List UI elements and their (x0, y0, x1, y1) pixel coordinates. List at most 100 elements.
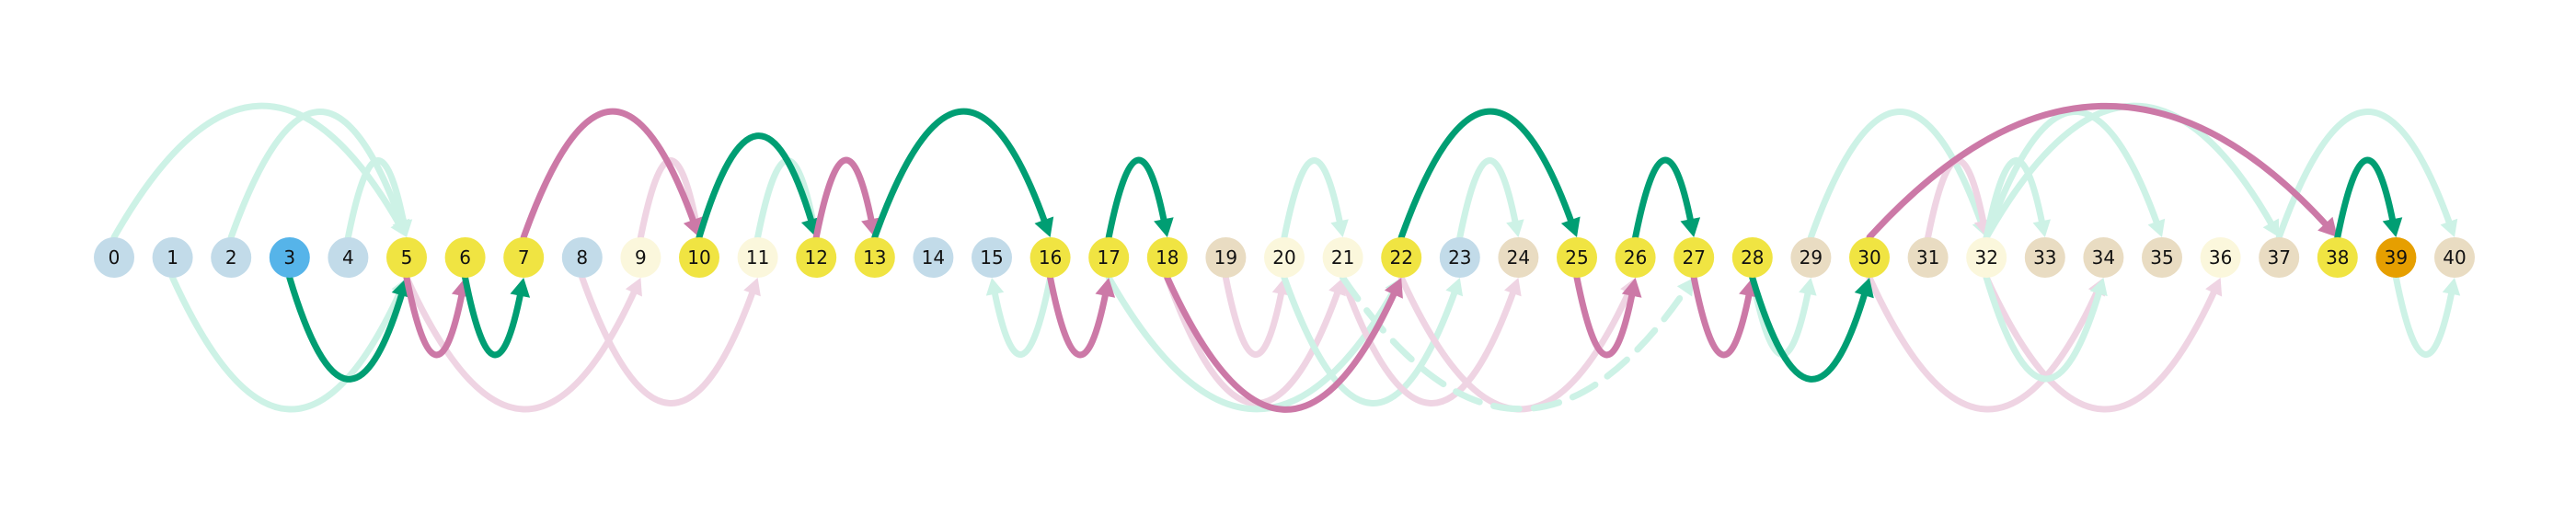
node-circle (1907, 237, 1949, 278)
node-8: 8 (561, 237, 603, 278)
edge-7-to-10 (520, 108, 703, 241)
node-19: 19 (1205, 237, 1247, 278)
node-32: 32 (1966, 237, 2007, 278)
node-circle (2024, 237, 2065, 278)
node-circle (1322, 237, 1363, 278)
node-label: 7 (518, 246, 530, 269)
node-circle (2200, 237, 2241, 278)
arrowhead (1330, 219, 1349, 237)
node-circle (2259, 237, 2300, 278)
edge-20-to-21 (1281, 157, 1349, 241)
arrowhead (2262, 218, 2280, 237)
node-circle (561, 237, 603, 278)
edge-arc (2275, 109, 2454, 241)
node-label: 32 (1974, 246, 1997, 269)
node-31: 31 (1907, 237, 1949, 278)
node-circle (386, 237, 427, 278)
node-26: 26 (1615, 237, 1656, 278)
node-24: 24 (1498, 237, 1539, 278)
node-0: 0 (94, 237, 134, 278)
node-14: 14 (913, 237, 954, 278)
node-circle (1439, 237, 1480, 278)
node-label: 28 (1741, 246, 1764, 269)
arrowhead (1676, 278, 1695, 297)
node-circle (1498, 237, 1539, 278)
node-label: 0 (109, 246, 121, 269)
edge-arc (1983, 157, 2046, 241)
node-label: 23 (1448, 246, 1471, 269)
edge-arc (1397, 108, 1576, 241)
edge-27-to-28 (1690, 274, 1759, 359)
edge-arc (520, 108, 698, 241)
node-circle (269, 237, 310, 278)
edge-8-to-11 (579, 274, 761, 406)
edge-arc (1105, 156, 1168, 241)
node-circle (2434, 237, 2475, 278)
edge-arc (1105, 274, 1398, 413)
node-label: 22 (1389, 246, 1412, 269)
edge-21-to-27 (1340, 274, 1695, 413)
edge-arc (991, 274, 1054, 358)
edge-arc (1047, 274, 1110, 359)
node-circle (503, 237, 545, 278)
node-17: 17 (1088, 237, 1130, 278)
node-1: 1 (152, 237, 193, 278)
arrowhead (1154, 217, 1174, 237)
arrowhead (2382, 217, 2403, 237)
arrowhead (2089, 278, 2108, 297)
node-circle (972, 237, 1012, 278)
node-circle (1264, 237, 1305, 278)
arrowhead (1560, 216, 1581, 237)
node-circle (737, 237, 778, 278)
node-label: 15 (980, 246, 1003, 269)
node-label: 19 (1214, 246, 1237, 269)
edge-20-to-23 (1281, 274, 1464, 406)
node-circle (2142, 237, 2182, 278)
node-circle (1790, 237, 1832, 278)
edge-6-to-7 (462, 274, 531, 359)
node-label: 25 (1565, 246, 1588, 269)
node-16: 16 (1029, 237, 1071, 278)
node-34: 34 (2083, 237, 2124, 278)
node-20: 20 (1264, 237, 1305, 278)
node-label: 38 (2326, 246, 2349, 269)
edge-32-to-36 (1983, 274, 2223, 413)
edge-arc (110, 102, 404, 241)
arrowhead (625, 278, 642, 297)
node-label: 11 (746, 246, 769, 269)
edge-17-to-18 (1105, 156, 1174, 241)
node-label: 3 (283, 246, 295, 269)
node-label: 33 (2033, 246, 2056, 269)
edge-39-to-40 (2392, 274, 2461, 358)
edge-4-to-5 (344, 157, 413, 241)
arrowhead (2442, 278, 2461, 296)
edge-arc (1632, 156, 1695, 241)
arrowhead (1680, 217, 1701, 237)
arrowhead (1506, 219, 1524, 237)
edge-32-to-33 (1983, 157, 2051, 241)
arrowhead (1445, 278, 1464, 297)
node-circle (1088, 237, 1130, 278)
edge-arc (1983, 274, 2219, 413)
node-label: 4 (342, 246, 354, 269)
node-6: 6 (444, 237, 486, 278)
node-27: 27 (1673, 237, 1715, 278)
edge-arc (1866, 102, 2331, 241)
edge-30-to-34 (1866, 274, 2105, 413)
node-label: 29 (1800, 246, 1823, 269)
node-label: 35 (2150, 246, 2173, 269)
node-label: 12 (804, 246, 827, 269)
node-37: 37 (2259, 237, 2300, 278)
node-40: 40 (2434, 237, 2475, 278)
node-circle (2317, 237, 2358, 278)
edge-19-to-20 (1222, 274, 1291, 358)
edge-arc (1690, 274, 1754, 359)
highlighted-edge-layer (286, 102, 2403, 413)
edge-arc (1281, 274, 1459, 406)
node-label: 39 (2385, 246, 2408, 269)
edge-arc (403, 274, 466, 359)
arrowhead (2205, 278, 2223, 297)
edge-arc (2392, 274, 2455, 358)
node-circle (1615, 237, 1656, 278)
